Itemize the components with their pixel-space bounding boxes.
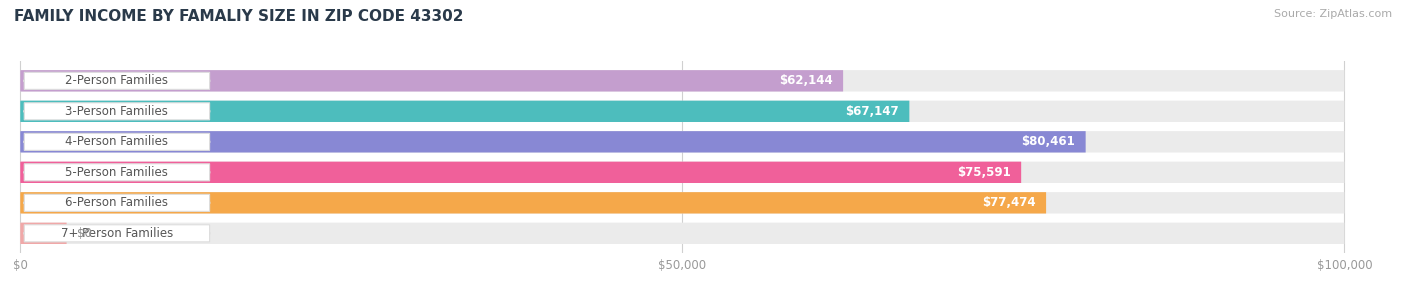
FancyBboxPatch shape <box>20 162 1021 183</box>
FancyBboxPatch shape <box>20 70 1344 92</box>
FancyBboxPatch shape <box>24 164 209 181</box>
FancyBboxPatch shape <box>20 70 844 92</box>
Text: 3-Person Families: 3-Person Families <box>66 105 169 118</box>
FancyBboxPatch shape <box>20 101 1344 122</box>
FancyBboxPatch shape <box>24 133 209 150</box>
FancyBboxPatch shape <box>20 192 1344 214</box>
Text: $67,147: $67,147 <box>845 105 898 118</box>
FancyBboxPatch shape <box>20 101 910 122</box>
FancyBboxPatch shape <box>20 131 1344 152</box>
FancyBboxPatch shape <box>24 103 209 120</box>
Text: 7+ Person Families: 7+ Person Families <box>60 227 173 240</box>
Text: Source: ZipAtlas.com: Source: ZipAtlas.com <box>1274 9 1392 19</box>
FancyBboxPatch shape <box>20 223 1344 244</box>
Text: 5-Person Families: 5-Person Families <box>66 166 169 179</box>
Text: $77,474: $77,474 <box>981 196 1035 209</box>
FancyBboxPatch shape <box>24 225 209 242</box>
Text: 4-Person Families: 4-Person Families <box>66 135 169 148</box>
FancyBboxPatch shape <box>24 194 209 211</box>
Text: $0: $0 <box>77 227 91 240</box>
FancyBboxPatch shape <box>20 131 1085 152</box>
FancyBboxPatch shape <box>24 72 209 89</box>
Text: $80,461: $80,461 <box>1021 135 1076 148</box>
Text: 6-Person Families: 6-Person Families <box>66 196 169 209</box>
Text: FAMILY INCOME BY FAMALIY SIZE IN ZIP CODE 43302: FAMILY INCOME BY FAMALIY SIZE IN ZIP COD… <box>14 9 464 24</box>
Text: $75,591: $75,591 <box>957 166 1011 179</box>
FancyBboxPatch shape <box>20 192 1046 214</box>
FancyBboxPatch shape <box>20 162 1344 183</box>
Text: 2-Person Families: 2-Person Families <box>66 74 169 87</box>
FancyBboxPatch shape <box>20 223 66 244</box>
Text: $62,144: $62,144 <box>779 74 832 87</box>
